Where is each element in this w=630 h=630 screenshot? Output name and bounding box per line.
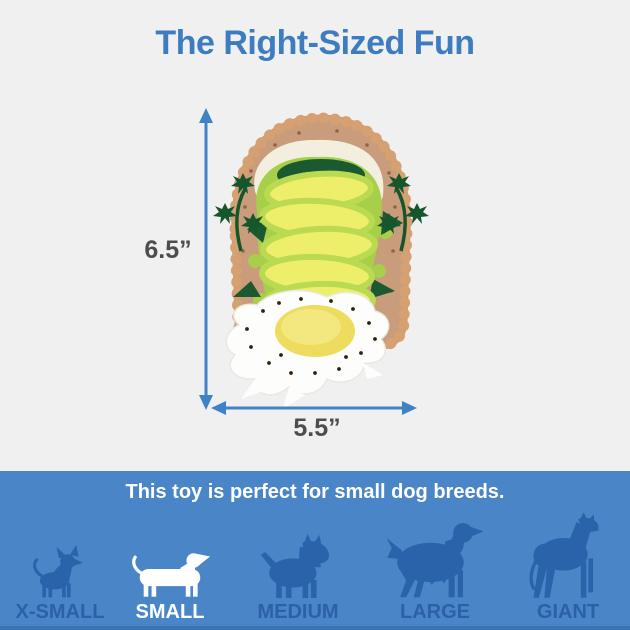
dimension-arrows (199, 108, 417, 415)
width-dimension-label: 5.5” (293, 414, 341, 442)
fried-egg (225, 289, 390, 409)
avocado-toast-toy-image (213, 112, 431, 409)
width-arrow (211, 401, 417, 415)
breed-x-small: X-SMALL (15, 545, 105, 624)
spaniel-silhouette-icon (386, 523, 484, 598)
breed-giant: GIANT (528, 512, 608, 624)
parsley-sprig-left (213, 173, 265, 252)
breed-label-x-small: X-SMALL (15, 601, 105, 623)
breed-small-highlighted: SMALL (129, 548, 211, 624)
page-title: The Right-Sized Fun (155, 24, 475, 62)
dachshund-silhouette-icon (132, 553, 211, 597)
breed-label-medium: MEDIUM (257, 601, 339, 623)
banner-text: This toy is perfect for small dog breeds… (125, 481, 505, 503)
breed-medium: MEDIUM (257, 534, 339, 624)
breed-label-giant: GIANT (536, 601, 600, 623)
chihuahua-silhouette-icon (33, 545, 84, 598)
pepper-speckles (245, 297, 377, 375)
breed-label-small: SMALL (135, 601, 205, 623)
size-infographic: The Right-Sized Fun (144, 24, 476, 442)
height-dimension-label: 6.5” (144, 236, 192, 264)
breed-large: LARGE (385, 520, 485, 624)
height-arrow (199, 108, 213, 410)
bull-terrier-silhouette-icon (260, 534, 329, 598)
great-dane-silhouette-icon (529, 512, 599, 598)
breed-label-large: LARGE (400, 601, 470, 623)
breed-size-banner: This toy is perfect for small dog breeds… (0, 471, 630, 630)
